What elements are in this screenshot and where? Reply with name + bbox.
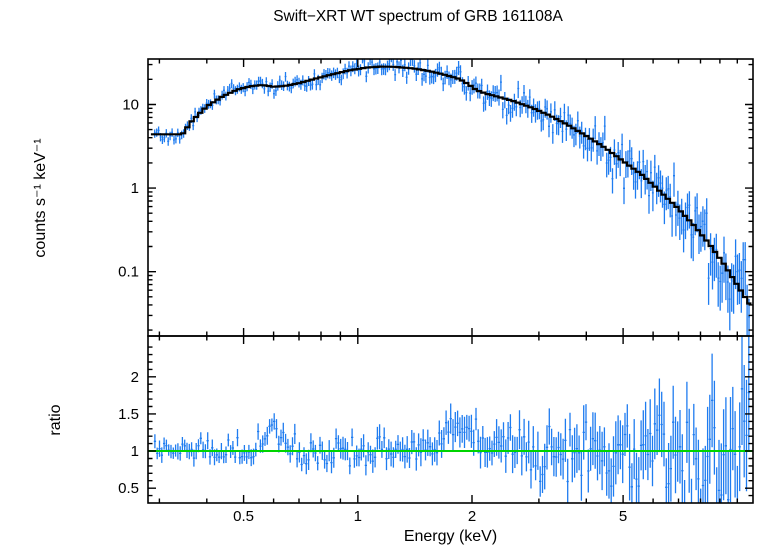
svg-text:10: 10 bbox=[122, 97, 139, 114]
chart-title: Swift−XRT WT spectrum of GRB 161108A bbox=[273, 8, 563, 25]
x-axis-label: Energy (keV) bbox=[403, 528, 498, 545]
svg-text:5: 5 bbox=[619, 508, 627, 525]
svg-text:0.1: 0.1 bbox=[118, 264, 139, 281]
axis-ticks bbox=[148, 59, 753, 503]
svg-text:2: 2 bbox=[131, 369, 139, 386]
ratio-frame bbox=[147, 335, 754, 504]
spectrum-errorbars bbox=[153, 59, 750, 336]
model-line bbox=[150, 65, 752, 305]
tick-labels: 0.5 1 2 5 10 1 0.1 2 1.5 1 0.5 bbox=[118, 97, 627, 526]
svg-text:1: 1 bbox=[131, 180, 139, 197]
svg-text:1: 1 bbox=[354, 508, 362, 525]
svg-text:1.5: 1.5 bbox=[118, 406, 139, 423]
svg-text:0.5: 0.5 bbox=[118, 480, 139, 497]
ratio-errorbars bbox=[153, 336, 750, 503]
svg-text:0.5: 0.5 bbox=[233, 508, 254, 525]
svg-text:1: 1 bbox=[131, 443, 139, 460]
svg-text:2: 2 bbox=[468, 508, 476, 525]
